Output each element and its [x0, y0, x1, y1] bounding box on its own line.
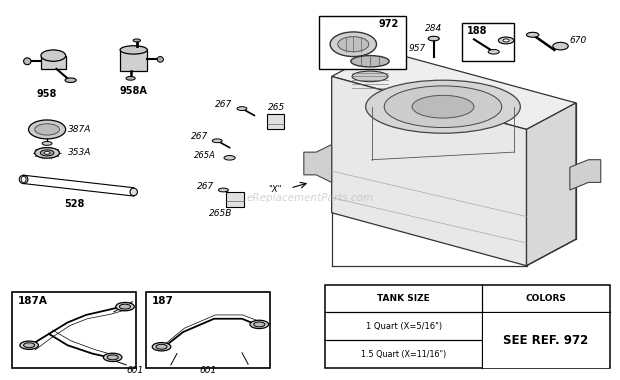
Ellipse shape: [254, 322, 265, 327]
Text: 265: 265: [268, 103, 285, 112]
Bar: [319, 16, 406, 69]
Bar: [267, 114, 284, 130]
Ellipse shape: [20, 341, 38, 349]
Text: 601: 601: [126, 366, 143, 375]
Ellipse shape: [42, 141, 52, 145]
Text: 1 Quart (X=5/16"): 1 Quart (X=5/16"): [366, 322, 442, 331]
Ellipse shape: [157, 57, 164, 62]
Text: 958: 958: [37, 89, 57, 98]
Polygon shape: [304, 144, 332, 182]
Bar: [41, 55, 66, 69]
Text: 972: 972: [378, 19, 399, 29]
Ellipse shape: [21, 176, 26, 182]
Ellipse shape: [40, 150, 54, 156]
Ellipse shape: [428, 36, 440, 41]
Ellipse shape: [553, 42, 569, 50]
Ellipse shape: [120, 304, 131, 309]
Ellipse shape: [120, 46, 148, 54]
Bar: [483, 313, 609, 367]
Text: 284: 284: [425, 24, 442, 33]
Ellipse shape: [41, 50, 66, 61]
Text: COLORS: COLORS: [526, 294, 567, 303]
Bar: [461, 24, 514, 61]
Text: TANK SIZE: TANK SIZE: [378, 294, 430, 303]
Text: 387A: 387A: [68, 125, 91, 134]
Ellipse shape: [224, 155, 235, 160]
Text: 265A: 265A: [194, 150, 216, 160]
Text: eReplacementParts.com: eReplacementParts.com: [246, 193, 374, 203]
Ellipse shape: [44, 152, 50, 154]
Ellipse shape: [498, 37, 514, 44]
Text: 267: 267: [191, 133, 208, 141]
Text: 958A: 958A: [120, 86, 148, 96]
Text: 601: 601: [199, 366, 216, 375]
Polygon shape: [332, 76, 526, 266]
Ellipse shape: [130, 188, 138, 196]
Ellipse shape: [65, 78, 76, 82]
Polygon shape: [570, 160, 601, 190]
Ellipse shape: [29, 120, 66, 139]
Ellipse shape: [107, 355, 118, 360]
Text: 528: 528: [64, 200, 85, 209]
Text: 353A: 353A: [68, 149, 91, 157]
Text: "X": "X": [268, 185, 282, 195]
Text: SEE REF. 972: SEE REF. 972: [503, 334, 588, 347]
Ellipse shape: [526, 32, 539, 37]
Text: 187A: 187A: [18, 296, 48, 306]
Bar: [12, 292, 136, 368]
Text: 265B: 265B: [208, 209, 232, 218]
Ellipse shape: [503, 39, 509, 42]
Text: 957: 957: [409, 44, 426, 52]
Ellipse shape: [104, 353, 122, 361]
Circle shape: [43, 127, 51, 132]
Ellipse shape: [412, 95, 474, 118]
Ellipse shape: [218, 188, 228, 192]
Ellipse shape: [19, 175, 28, 184]
Ellipse shape: [116, 302, 135, 311]
Ellipse shape: [156, 344, 167, 349]
Ellipse shape: [35, 124, 60, 135]
Bar: [146, 292, 270, 368]
Ellipse shape: [338, 36, 369, 52]
Ellipse shape: [35, 147, 60, 158]
Ellipse shape: [351, 55, 389, 67]
Ellipse shape: [488, 49, 499, 54]
Ellipse shape: [250, 320, 268, 329]
Text: 670: 670: [570, 36, 587, 45]
Text: 188: 188: [466, 27, 487, 36]
Ellipse shape: [24, 58, 31, 65]
Ellipse shape: [153, 343, 171, 351]
Text: 187: 187: [153, 296, 174, 306]
Ellipse shape: [212, 139, 222, 142]
Polygon shape: [526, 103, 576, 266]
Bar: [226, 192, 244, 207]
Bar: [326, 285, 610, 368]
Ellipse shape: [126, 76, 135, 80]
Ellipse shape: [133, 39, 141, 42]
Ellipse shape: [366, 80, 520, 133]
Text: 267: 267: [215, 100, 232, 109]
Polygon shape: [332, 50, 576, 130]
Ellipse shape: [384, 86, 502, 128]
Text: 267: 267: [197, 182, 214, 191]
Ellipse shape: [24, 343, 35, 348]
Ellipse shape: [330, 32, 376, 57]
Ellipse shape: [352, 71, 388, 82]
Text: 1.5 Quart (X=11/16"): 1.5 Quart (X=11/16"): [361, 350, 446, 359]
Bar: [120, 50, 148, 71]
Ellipse shape: [237, 107, 247, 111]
